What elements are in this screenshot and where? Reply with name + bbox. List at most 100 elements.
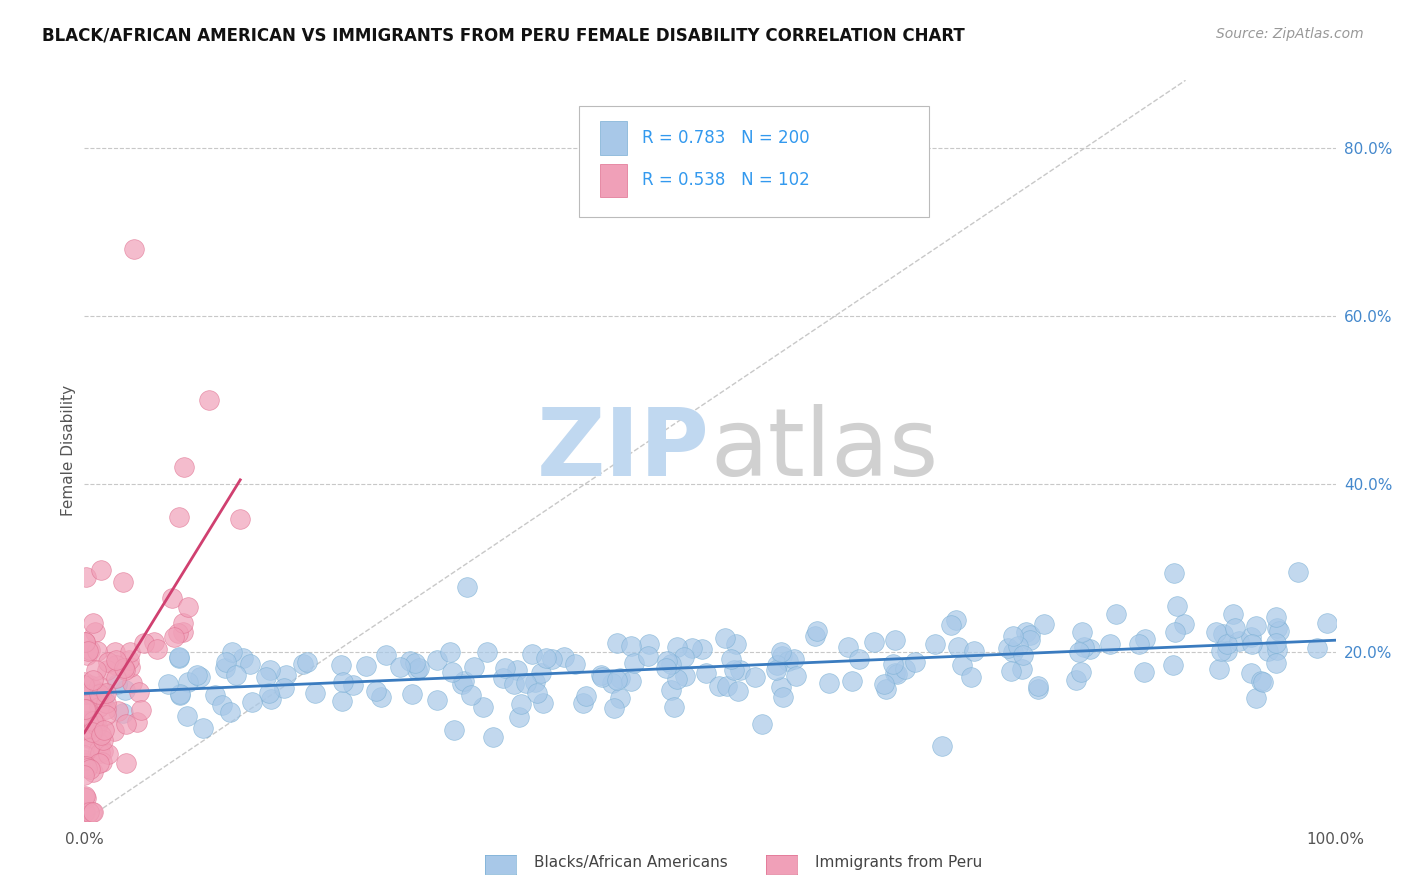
Point bbox=[401, 687, 423, 701]
Point bbox=[79, 763, 101, 777]
Point bbox=[111, 574, 134, 589]
Point bbox=[254, 670, 277, 684]
Point bbox=[1133, 665, 1156, 679]
Point bbox=[522, 648, 544, 662]
Point bbox=[510, 697, 533, 711]
Point bbox=[76, 682, 98, 697]
Point bbox=[638, 637, 661, 651]
Point bbox=[1001, 630, 1024, 644]
Point bbox=[1164, 625, 1187, 640]
Point bbox=[112, 706, 135, 720]
Point bbox=[924, 637, 946, 651]
Point bbox=[73, 634, 96, 648]
Point bbox=[873, 677, 896, 691]
Point bbox=[931, 739, 953, 753]
Point bbox=[104, 671, 127, 685]
Point bbox=[75, 789, 97, 803]
Point bbox=[884, 633, 907, 648]
Point bbox=[104, 653, 127, 667]
Point bbox=[73, 701, 96, 715]
Point bbox=[460, 689, 482, 703]
Point bbox=[453, 673, 475, 688]
Point bbox=[374, 648, 396, 662]
Point bbox=[77, 644, 100, 658]
Text: BLACK/AFRICAN AMERICAN VS IMMIGRANTS FROM PERU FEMALE DISABILITY CORRELATION CHA: BLACK/AFRICAN AMERICAN VS IMMIGRANTS FRO… bbox=[42, 27, 965, 45]
Bar bbox=[600, 163, 627, 197]
Point bbox=[1133, 632, 1156, 647]
Point bbox=[120, 659, 142, 673]
Point bbox=[82, 673, 104, 687]
Point bbox=[695, 666, 717, 681]
Point bbox=[214, 661, 236, 675]
Point bbox=[93, 723, 115, 738]
Point bbox=[87, 687, 110, 701]
Point bbox=[606, 673, 628, 688]
Point bbox=[191, 721, 214, 735]
Point bbox=[76, 648, 98, 662]
Point bbox=[1240, 637, 1263, 651]
Point bbox=[1265, 609, 1288, 624]
Point bbox=[75, 687, 97, 701]
Point bbox=[86, 744, 108, 758]
Point bbox=[82, 714, 104, 728]
Point bbox=[75, 570, 97, 584]
Point bbox=[963, 644, 986, 658]
Point bbox=[515, 676, 537, 690]
Point bbox=[620, 640, 643, 654]
Point bbox=[87, 679, 110, 693]
Point bbox=[1240, 665, 1263, 680]
Point bbox=[80, 725, 103, 739]
Point bbox=[354, 659, 377, 673]
Point bbox=[96, 707, 118, 722]
Point bbox=[602, 701, 624, 715]
Point bbox=[709, 679, 731, 693]
Point bbox=[1222, 607, 1244, 621]
Point bbox=[531, 697, 554, 711]
Point bbox=[494, 661, 516, 675]
Point bbox=[1257, 643, 1279, 657]
Point bbox=[945, 613, 967, 627]
Point bbox=[439, 645, 461, 659]
Point bbox=[167, 650, 190, 665]
Point bbox=[600, 675, 623, 690]
Point bbox=[997, 640, 1019, 655]
Point bbox=[157, 677, 180, 691]
Point bbox=[1128, 637, 1150, 651]
Point bbox=[118, 653, 141, 667]
Point bbox=[1163, 566, 1185, 580]
Point bbox=[90, 728, 112, 742]
Point bbox=[107, 704, 129, 718]
Point bbox=[134, 635, 156, 649]
Point bbox=[89, 746, 111, 760]
Point bbox=[716, 679, 738, 693]
Point bbox=[330, 694, 353, 708]
Point bbox=[553, 650, 575, 665]
Point bbox=[129, 703, 152, 717]
Point bbox=[114, 663, 136, 677]
Point bbox=[166, 626, 188, 640]
Point bbox=[1251, 674, 1274, 689]
Point bbox=[524, 675, 547, 690]
Point bbox=[77, 805, 100, 820]
Point bbox=[1265, 643, 1288, 657]
Point bbox=[295, 655, 318, 669]
Point bbox=[1208, 662, 1230, 676]
Point bbox=[526, 686, 548, 700]
Point bbox=[82, 765, 104, 780]
Point bbox=[714, 632, 737, 646]
Point bbox=[229, 512, 252, 526]
Point bbox=[87, 756, 110, 770]
Point bbox=[482, 730, 505, 744]
Point bbox=[477, 644, 499, 658]
Point bbox=[463, 660, 485, 674]
Point bbox=[1173, 617, 1195, 632]
Point bbox=[720, 652, 742, 666]
Point bbox=[86, 719, 108, 733]
Point bbox=[776, 654, 799, 668]
Point bbox=[146, 641, 169, 656]
Point bbox=[104, 658, 127, 673]
Text: ZIP: ZIP bbox=[537, 404, 710, 497]
Point bbox=[232, 651, 254, 665]
Point bbox=[1067, 645, 1090, 659]
Point bbox=[508, 710, 530, 724]
